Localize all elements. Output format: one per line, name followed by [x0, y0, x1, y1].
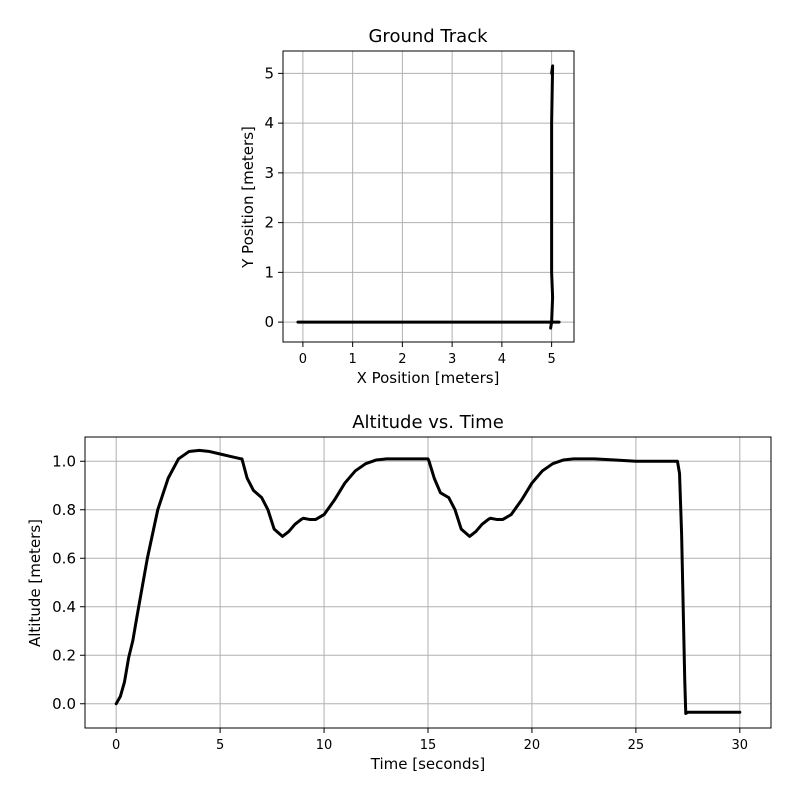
x-tick-label: 4 — [498, 352, 506, 367]
series-line — [296, 64, 561, 330]
y-tick-label: 1 — [264, 263, 274, 281]
x-tick-label: 5 — [216, 738, 224, 753]
x-tick-label: 0 — [299, 352, 307, 367]
x-tick-label: 2 — [398, 352, 406, 367]
chart-title: Ground Track — [368, 26, 488, 47]
x-tick-label: 5 — [547, 352, 555, 367]
y-tick-label: 1.0 — [52, 452, 76, 470]
tick-labels: 0 1 2 3 4 5 0 1 2 3 4 5 — [264, 64, 555, 367]
series-line — [114, 448, 742, 715]
y-tick-label: 0 — [264, 313, 274, 331]
x-tick-label: 3 — [448, 352, 456, 367]
plot-frame — [282, 50, 575, 343]
tick-labels: 0 5 10 15 20 25 30 0.0 0.2 0.4 0.6 0.8 1.0 — [52, 452, 748, 753]
grid-lines — [283, 51, 574, 342]
x-tick-label: 20 — [524, 738, 541, 753]
y-tick-label: 0.8 — [52, 501, 76, 519]
y-axis-label: Y Position [meters] — [239, 126, 257, 269]
x-tick-label: 25 — [628, 738, 645, 753]
chart-title: Altitude vs. Time — [352, 412, 504, 433]
y-tick-label: 4 — [264, 114, 274, 132]
y-axis-label: Altitude [meters] — [26, 519, 44, 647]
x-axis-label: X Position [meters] — [357, 369, 500, 387]
y-tick-label: 3 — [264, 164, 274, 182]
tick-marks — [80, 460, 741, 733]
ground-track-chart: Ground Track 0 1 2 3 4 5 0 1 2 3 4 5 X Position [me… — [239, 26, 575, 387]
x-tick-label: 10 — [316, 738, 333, 753]
x-tick-label: 1 — [349, 352, 357, 367]
y-tick-label: 0.0 — [52, 695, 76, 713]
x-tick-label: 30 — [732, 738, 749, 753]
y-tick-label: 5 — [264, 64, 274, 82]
y-tick-label: 0.6 — [52, 549, 76, 567]
y-tick-label: 0.4 — [52, 598, 76, 616]
x-tick-label: 15 — [420, 738, 437, 753]
altitude-vs-time-chart: Altitude vs. Time 0 5 10 15 20 25 300.00.20.40… — [26, 412, 772, 773]
y-tick-label: 2 — [264, 214, 274, 232]
x-tick-label: 0 — [112, 738, 120, 753]
tick-marks — [278, 72, 553, 347]
x-axis-label: Time [seconds] — [370, 755, 486, 773]
y-tick-label: 0.2 — [52, 646, 76, 664]
